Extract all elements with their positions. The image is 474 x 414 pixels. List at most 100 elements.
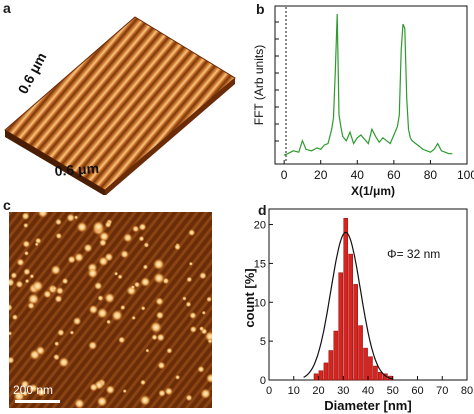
fft-chart: FFT (Arb units) 0 20 40 60 80 100 X(1/μm) [252,5,474,198]
afm-particle [111,309,123,322]
afm-particle [117,274,123,280]
histogram-y-tick-label: 5 [260,336,266,348]
afm-particle [118,336,126,344]
afm-particle [186,276,193,283]
histogram-y-tick-label: 15 [254,258,266,270]
scale-bar-label: 200 nm [13,383,54,397]
afm-particle [96,307,108,319]
histogram-x-tick-label: 0 [266,385,272,397]
afm-particle [151,334,158,341]
afm-particle [72,316,82,326]
histogram-x-axis-label: Diameter [nm] [324,398,411,413]
afm-particle [96,396,108,407]
fft-x-axis-label: X(1/μm) [351,184,395,198]
afm-particle [66,213,76,223]
afm-particle [189,311,197,320]
dimension-bottom-label: 0.6 μm [54,160,99,179]
afm-particle [123,233,133,243]
afm-particle [120,249,129,259]
afm-particle [155,311,164,320]
afm-particle [98,256,109,267]
fft-y-axis-label: FFT (Arb units) [252,45,266,125]
afm-particle [199,326,205,332]
afm-3d-surface-image: 0.6 μm 0.6 μm [4,16,236,195]
diameter-histogram: count [%] 0 10 20 30 40 50 60 70 80 0 5 10 15 20 Φ= 3… [245,208,473,413]
afm-particle [55,286,64,295]
dimension-left-label: 0.6 μm [15,50,50,97]
histogram-y-tick-label: 10 [254,297,266,309]
afm-particle [138,235,145,242]
afm-particle [29,273,35,279]
diameter-annotation: Φ= 32 nm [387,247,440,261]
afm-particle [22,240,31,248]
afm-particle [205,373,212,384]
histogram-bar [358,325,363,381]
afm-particle [122,389,127,394]
afm-particle [145,348,150,353]
afm-particle [16,258,25,267]
afm-particle [182,296,187,301]
fft-plot-frame [274,5,468,165]
panel-a-label: a [3,0,11,16]
afm-particle [120,304,126,311]
afm-particle [155,297,164,306]
fft-x-tick-label: 20 [314,168,328,182]
afm-surface-edge [5,130,105,195]
afm-particle [131,315,136,321]
afm-particle [130,285,136,290]
afm-particle [94,281,103,291]
histogram-bar [378,371,383,381]
afm-particle [10,272,18,279]
afm-particle [104,292,115,304]
afm-particle [197,365,205,373]
afm-particle [153,272,165,284]
afm-particle [174,243,181,251]
afm-topography-image: 200 nm [9,212,212,408]
afm-particle [89,383,98,392]
afm-particle [24,250,29,256]
afm-particle [15,280,24,289]
afm-particle [207,338,212,344]
afm-particle [140,305,146,311]
afm-particle [188,229,196,237]
afm-particle [22,390,29,397]
afm-particle [140,277,151,287]
afm-particle [27,293,40,305]
afm-particle [53,353,60,361]
afm-particle [36,387,46,397]
afm-particle [156,333,165,342]
afm-particle [201,310,206,315]
afm-particle [138,223,147,231]
afm-particle [142,264,149,270]
histogram-bar [323,362,329,381]
histogram-y-tick-label: 20 [254,220,266,232]
afm-particle [9,331,13,336]
afm-particle [88,340,98,351]
afm-particle [50,264,61,276]
afm-particle [13,390,26,402]
afm-particle [133,281,141,288]
afm-particle [29,349,41,361]
histogram-bar [313,373,319,381]
afm-particle [55,232,63,240]
afm-particle [54,294,63,303]
afm-particle [88,304,99,315]
afm-particle [52,286,57,291]
afm-particle [185,301,192,308]
afm-particle [27,302,35,310]
afm-particle [152,258,165,271]
afm-particle [34,237,42,245]
afm-particle [199,271,207,280]
afm-particle [106,319,112,325]
histogram-x-tick-label: 10 [288,385,300,397]
afm-particle [140,379,146,386]
afm-particle [67,255,76,264]
afm-surface-top [4,16,236,191]
afm-particle [185,394,193,402]
fft-x-tick-label: 60 [387,168,401,182]
histogram-y-axis-label: count [%] [245,268,257,327]
afm-particle [158,389,166,397]
histogram-x-tick-label: 30 [337,385,349,397]
afm-particle [23,268,31,276]
fft-x-tick-label: 80 [424,168,438,182]
